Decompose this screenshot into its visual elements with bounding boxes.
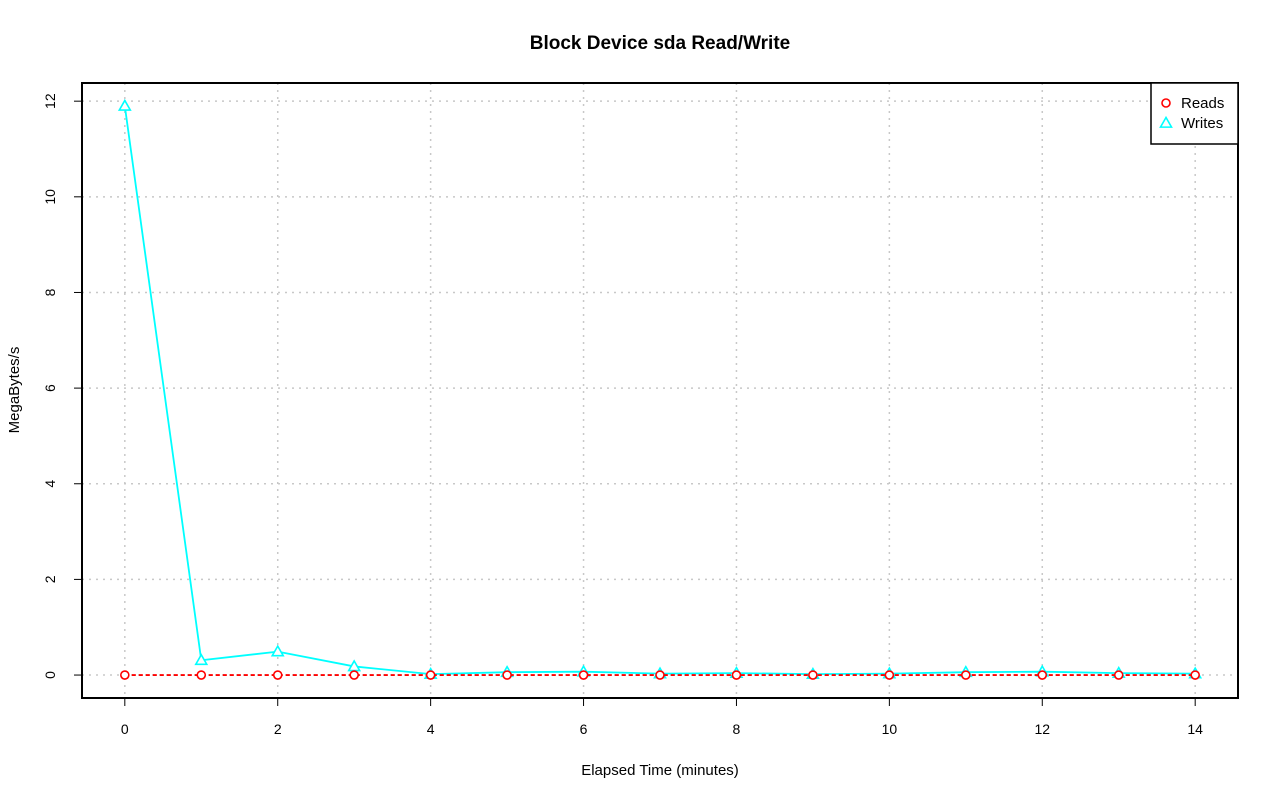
data-point-reads (120, 670, 130, 680)
y-tick-label: 8 (42, 288, 58, 296)
data-point-reads (196, 670, 207, 680)
data-point-reads (961, 670, 971, 680)
series-layer (117, 98, 1203, 680)
x-tick-label: 6 (580, 721, 588, 737)
data-point-reads (731, 670, 742, 680)
x-tick-label: 12 (1034, 721, 1050, 737)
x-tick-label: 0 (121, 721, 129, 737)
data-point-reads (1190, 670, 1200, 680)
x-tick-label: 4 (427, 721, 435, 737)
data-point-reads (425, 670, 436, 680)
y-tick-label: 2 (42, 575, 58, 583)
x-tick-label: 10 (882, 721, 898, 737)
data-point-reads (1113, 670, 1124, 680)
y-tick-label: 12 (42, 93, 58, 109)
x-tick-label: 14 (1187, 721, 1203, 737)
y-tick-label: 0 (42, 671, 58, 679)
y-tick-label: 4 (42, 480, 58, 488)
data-point-reads (808, 670, 818, 680)
x-tick-label: 2 (274, 721, 282, 737)
data-point-reads (502, 670, 512, 680)
y-tick-label: 10 (42, 189, 58, 205)
data-point-writes (117, 98, 132, 111)
data-point-reads (349, 670, 359, 680)
data-point-reads (884, 670, 895, 680)
y-tick-label: 6 (42, 384, 58, 392)
legend: Reads Writes (1150, 82, 1239, 145)
x-axis-label: Elapsed Time (minutes) (581, 762, 739, 779)
data-point-writes (194, 653, 209, 666)
chart-title: Block Device sda Read/Write (530, 33, 790, 54)
y-axis: 0 2 4 6 8 10 12 (42, 93, 83, 679)
plot-frame (81, 82, 1239, 699)
y-axis-label: MegaBytes/s (6, 347, 23, 434)
x-axis: 0 2 4 6 8 10 12 14 (121, 697, 1203, 737)
x-tick-label: 8 (733, 721, 741, 737)
data-point-reads (578, 670, 589, 680)
legend-marker-reads (1161, 98, 1171, 108)
legend-marker-writes (1159, 115, 1173, 128)
data-point-reads (272, 670, 283, 680)
legend-box (1150, 82, 1239, 145)
data-point-reads (1037, 670, 1048, 680)
series-line-writes (123, 105, 1196, 675)
grid-lines (82, 83, 1238, 698)
legend-label-writes: Writes (1181, 115, 1223, 132)
legend-label-reads: Reads (1181, 95, 1224, 112)
data-point-writes (270, 644, 285, 657)
data-point-reads (655, 670, 665, 680)
